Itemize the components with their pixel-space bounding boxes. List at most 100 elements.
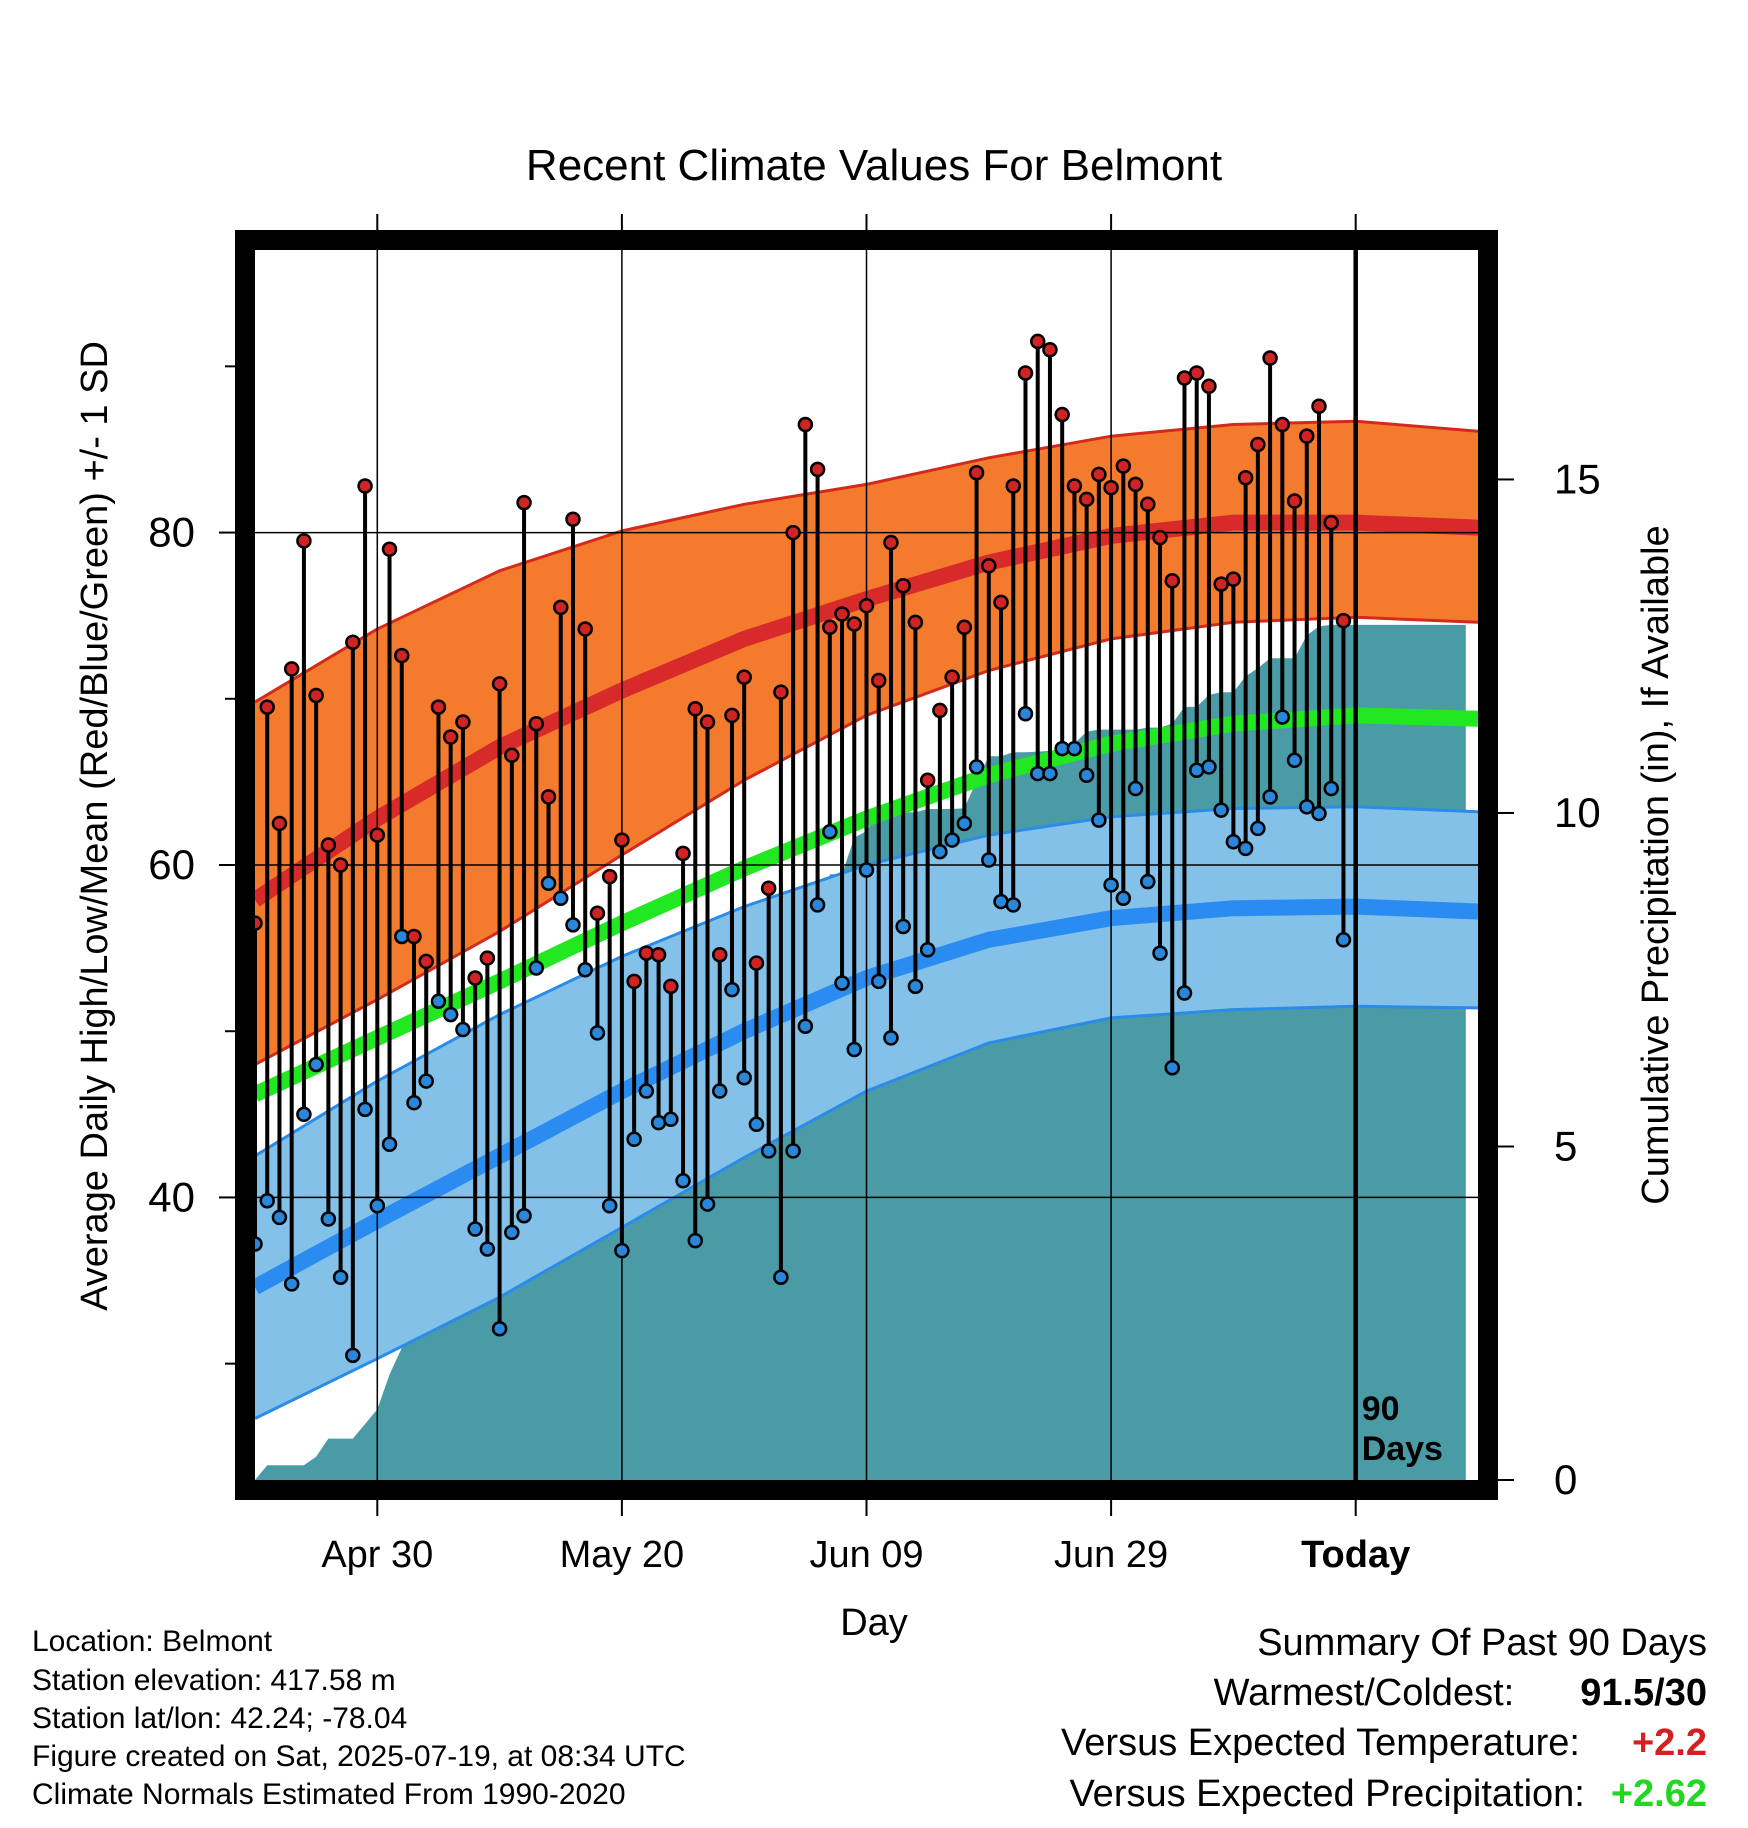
high-point <box>271 815 288 832</box>
high-point <box>479 950 496 966</box>
low-point <box>1262 789 1278 805</box>
y2-tick-label: 15 <box>1554 455 1601 502</box>
low-point <box>589 1025 606 1041</box>
low-point <box>858 862 875 878</box>
chart-title: Recent Climate Values For Belmont <box>526 141 1222 190</box>
today-label-line1: 90 <box>1362 1390 1400 1428</box>
high-point <box>1311 398 1327 414</box>
summary-heading: Summary Of Past 90 Days <box>1257 1622 1707 1664</box>
low-point <box>687 1232 704 1249</box>
precip-value: +2.62 <box>1610 1773 1707 1815</box>
low-point <box>345 1347 361 1364</box>
high-point <box>1152 529 1168 546</box>
high-point <box>1054 406 1070 423</box>
high-point <box>357 478 373 494</box>
high-point <box>760 880 777 897</box>
low-point <box>650 1114 667 1131</box>
high-point <box>381 541 398 557</box>
low-point <box>540 875 557 892</box>
high-point <box>1188 365 1205 381</box>
low-point <box>981 852 997 868</box>
high-point <box>785 524 801 541</box>
high-point <box>1103 479 1119 496</box>
high-point <box>455 714 471 730</box>
summary-warmest-coldest: Warmest/Coldest: 91.5/30 <box>1214 1672 1707 1715</box>
temp-label: Versus Expected Temperature: <box>1061 1722 1580 1764</box>
low-point <box>320 1211 337 1227</box>
high-point <box>687 701 704 717</box>
high-point <box>1323 514 1339 531</box>
y-axis-label: Average Daily High/Low/Mean (Red/Blue/Gr… <box>74 341 116 1311</box>
high-point <box>1250 436 1266 453</box>
low-point <box>638 1083 655 1099</box>
low-point <box>1152 945 1168 961</box>
high-point <box>1299 428 1315 444</box>
low-point <box>846 1041 863 1058</box>
high-point <box>638 945 655 961</box>
high-point <box>773 684 789 700</box>
x-tick-label: Today <box>1301 1534 1410 1576</box>
high-point <box>296 533 312 549</box>
low-point <box>332 1269 349 1285</box>
high-point <box>332 857 349 873</box>
low-point <box>736 1070 752 1086</box>
low-point <box>1066 740 1083 757</box>
high-point <box>577 621 593 637</box>
high-point <box>711 947 728 963</box>
high-point <box>1262 350 1278 366</box>
low-point <box>1005 897 1022 913</box>
low-point <box>271 1209 288 1226</box>
precip-label: Versus Expected Precipitation: <box>1069 1773 1585 1815</box>
temp-value: +2.2 <box>1631 1722 1707 1764</box>
low-point <box>467 1221 483 1237</box>
axes: Apr 30 May 20 Jun 09 Jun 29 Today 40 60 80 0 5 10 1… <box>148 214 1601 1576</box>
low-point <box>907 978 924 995</box>
high-point <box>259 699 275 715</box>
low-point <box>296 1106 312 1123</box>
low-point <box>1115 890 1132 906</box>
high-point <box>467 970 483 986</box>
high-point <box>626 973 642 990</box>
high-point <box>907 614 924 631</box>
high-point <box>993 594 1009 611</box>
low-point <box>626 1131 642 1148</box>
plot-frame <box>235 230 1498 1500</box>
y-tick-label: 80 <box>148 509 195 556</box>
low-point <box>748 1116 765 1133</box>
high-point <box>736 669 752 685</box>
high-point <box>956 619 973 636</box>
normals-text: Climate Normals Estimated From 1990-2020 <box>32 1778 626 1811</box>
low-point <box>699 1196 716 1212</box>
low-point <box>601 1197 618 1214</box>
high-point <box>981 558 997 574</box>
high-point <box>1286 493 1303 509</box>
low-point <box>1164 1060 1180 1076</box>
x-tick-label: May 20 <box>560 1534 685 1576</box>
high-point <box>895 578 911 594</box>
high-point <box>491 676 508 692</box>
low-point <box>956 815 973 832</box>
low-point <box>1225 833 1242 850</box>
high-point <box>883 534 899 551</box>
y2-tick-label: 10 <box>1554 789 1601 836</box>
y-tick-label: 60 <box>148 841 195 888</box>
low-point <box>430 993 447 1010</box>
high-point <box>614 832 630 848</box>
high-point <box>1029 333 1046 350</box>
warmest-coldest-value: 91.5/30 <box>1580 1672 1707 1714</box>
low-point <box>479 1241 496 1257</box>
low-point <box>553 890 569 906</box>
low-point <box>895 918 911 935</box>
high-point <box>1066 478 1083 494</box>
low-point <box>504 1224 520 1241</box>
high-point <box>699 714 716 730</box>
x-axis-label: Day <box>840 1602 908 1644</box>
high-point <box>1335 612 1352 629</box>
low-point <box>1250 820 1266 837</box>
low-point <box>516 1207 532 1224</box>
high-point <box>553 599 569 616</box>
high-point <box>442 729 459 745</box>
low-point <box>1188 762 1205 779</box>
low-point <box>870 973 887 990</box>
